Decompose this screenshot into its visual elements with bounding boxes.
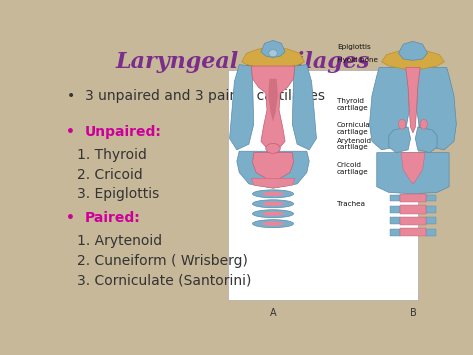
Text: 2. Cuneiform ( Wrisberg): 2. Cuneiform ( Wrisberg) [78,254,248,268]
Polygon shape [251,66,295,150]
Text: Hyoid bone: Hyoid bone [337,58,378,63]
Text: 1. Thyroid: 1. Thyroid [78,148,147,162]
Text: 3. Corniculate (Santorini): 3. Corniculate (Santorini) [78,274,252,288]
Text: Laryngeal cartilages: Laryngeal cartilages [115,51,369,73]
Text: B: B [410,308,416,318]
Ellipse shape [262,192,284,196]
Bar [426,229,436,236]
Bar [400,217,426,225]
Ellipse shape [269,50,277,57]
Text: 3 unpaired and 3 paired cartilages: 3 unpaired and 3 paired cartilages [85,89,325,103]
Text: •: • [66,89,75,103]
Polygon shape [251,178,295,188]
Bar [426,206,436,213]
Polygon shape [377,153,449,194]
Ellipse shape [262,202,284,206]
Text: Cricoid
cartilage: Cricoid cartilage [337,162,368,175]
Bar [390,217,400,224]
Text: Arytenoid
cartilage: Arytenoid cartilage [337,138,372,151]
Polygon shape [382,49,444,70]
Bar [390,229,400,236]
Polygon shape [417,67,456,150]
Bar [400,194,426,202]
Bar [426,195,436,202]
Polygon shape [253,153,294,180]
Text: •: • [66,211,75,225]
Ellipse shape [253,190,294,198]
Ellipse shape [262,222,284,226]
Text: •: • [66,125,75,138]
Text: Epiglottis: Epiglottis [337,44,371,50]
Polygon shape [229,65,254,150]
Polygon shape [268,79,278,121]
Ellipse shape [253,210,294,218]
Polygon shape [398,41,428,60]
Text: A: A [270,308,276,318]
Polygon shape [242,48,305,69]
Text: Unpaired:: Unpaired: [85,125,162,138]
Ellipse shape [253,220,294,228]
Polygon shape [401,153,425,184]
Polygon shape [389,127,411,153]
Polygon shape [292,65,316,150]
Polygon shape [369,67,409,150]
Ellipse shape [266,143,280,153]
Polygon shape [261,40,285,58]
Text: Trachea: Trachea [337,201,365,207]
Ellipse shape [253,200,294,208]
Ellipse shape [398,119,406,129]
Text: Paired:: Paired: [85,211,140,225]
Polygon shape [415,127,437,153]
Text: Thyroid
cartilage: Thyroid cartilage [337,98,368,111]
Bar [390,195,400,202]
Ellipse shape [262,212,284,216]
FancyBboxPatch shape [228,70,418,300]
Text: 2. Cricoid: 2. Cricoid [78,168,143,181]
Bar [400,205,426,214]
Text: 1. Arytenoid: 1. Arytenoid [78,234,163,248]
Bar [400,228,426,236]
Polygon shape [237,151,309,188]
Ellipse shape [420,119,428,129]
Text: Corniculate
cartilage: Corniculate cartilage [337,122,378,135]
Bar [426,217,436,224]
Text: 3. Epiglottis: 3. Epiglottis [78,187,160,201]
Bar [390,206,400,213]
Polygon shape [406,67,420,133]
